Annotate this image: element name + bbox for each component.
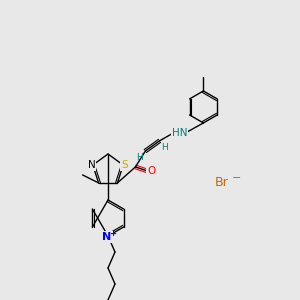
Text: Br: Br [215, 176, 229, 188]
Text: O: O [147, 166, 155, 176]
Text: H: H [136, 153, 143, 162]
Text: S: S [121, 160, 128, 170]
Text: H: H [161, 143, 168, 152]
Text: HN: HN [172, 128, 187, 138]
Text: +: + [110, 229, 116, 238]
Text: N: N [88, 160, 96, 170]
Text: −: − [232, 173, 242, 183]
Text: N: N [102, 232, 112, 242]
